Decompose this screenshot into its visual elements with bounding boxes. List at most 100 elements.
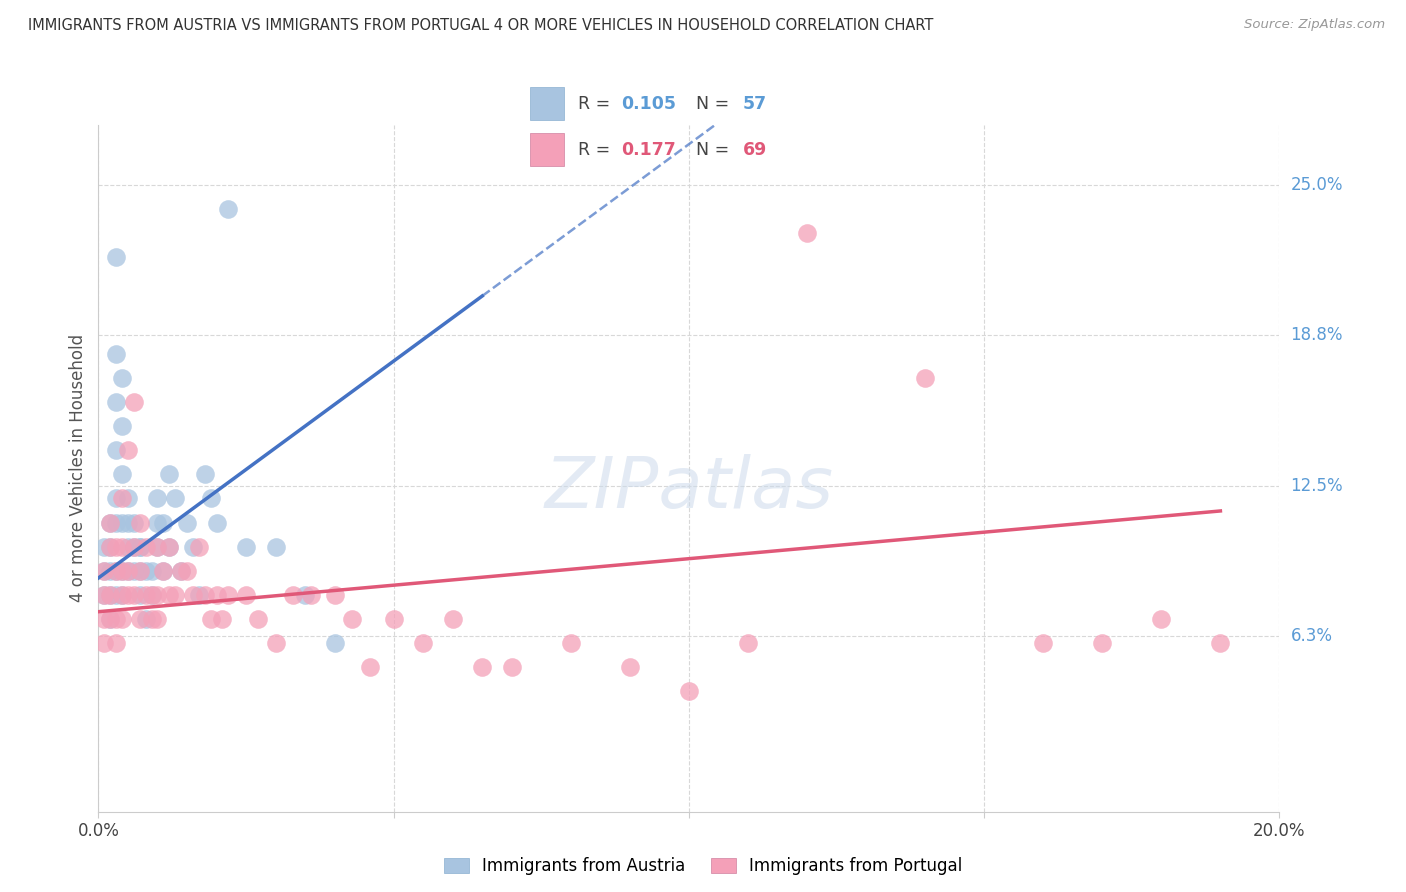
Point [111,564,134,578]
Point [122,540,145,554]
Point [146,516,169,530]
Point [128,540,150,554]
Point [122,516,145,530]
Point [105,636,128,650]
Point [111,491,134,506]
Point [176,516,198,530]
Point [117,540,139,554]
Point [117,588,139,602]
Point [93,540,115,554]
Point [111,612,134,626]
Text: 0.177: 0.177 [621,141,676,159]
Point [128,564,150,578]
Point [128,540,150,554]
Point [135,588,157,602]
Text: 18.8%: 18.8% [1291,326,1343,343]
Text: 25.0%: 25.0% [1291,176,1343,194]
Text: 57: 57 [742,95,768,112]
Point [98,516,121,530]
Point [194,588,217,602]
Point [98,612,121,626]
Point [235,588,257,602]
Text: 69: 69 [742,141,768,159]
Point [105,564,128,578]
Point [382,612,405,626]
Point [105,516,128,530]
Point [359,660,381,674]
Point [117,443,139,458]
Point [98,588,121,602]
Point [165,491,187,506]
Point [105,612,128,626]
Text: R =: R = [578,141,616,159]
Point [200,612,222,626]
Point [181,588,204,602]
Point [105,443,128,458]
Text: 0.105: 0.105 [621,95,676,112]
Point [501,660,523,674]
Point [157,540,180,554]
Point [914,371,936,385]
Point [176,564,198,578]
Text: N =: N = [696,141,734,159]
Point [264,540,287,554]
Point [152,564,174,578]
Point [205,588,228,602]
Point [128,588,150,602]
Point [796,227,818,241]
Point [122,395,145,409]
Point [170,564,193,578]
Text: N =: N = [696,95,734,112]
Point [135,540,157,554]
Point [141,612,163,626]
Point [128,516,150,530]
Point [141,588,163,602]
Point [146,540,169,554]
Point [105,491,128,506]
Point [1091,636,1114,650]
Point [93,564,115,578]
Text: 6.3%: 6.3% [1291,627,1333,645]
Point [105,588,128,602]
Point [283,588,305,602]
Point [157,588,180,602]
Point [111,588,134,602]
Bar [530,87,564,120]
Point [187,540,209,554]
Point [294,588,316,602]
Point [146,612,169,626]
Point [98,564,121,578]
Point [323,588,346,602]
Point [165,588,187,602]
Point [194,467,217,482]
Point [471,660,494,674]
Point [98,540,121,554]
Point [141,588,163,602]
Point [264,636,287,650]
Point [111,516,134,530]
Point [157,467,180,482]
Point [93,588,115,602]
Point [560,636,582,650]
Point [98,540,121,554]
Point [146,491,169,506]
Point [200,491,222,506]
Point [1209,636,1232,650]
Point [170,564,193,578]
Point [1032,636,1054,650]
Point [111,419,134,434]
Point [105,540,128,554]
Point [111,467,134,482]
Point [105,564,128,578]
Point [93,636,115,650]
Point [105,347,128,361]
Point [157,540,180,554]
Point [122,588,145,602]
Point [323,636,346,650]
Point [98,612,121,626]
Point [111,564,134,578]
Text: 12.5%: 12.5% [1291,477,1343,495]
Point [128,564,150,578]
Point [98,588,121,602]
Point [146,540,169,554]
